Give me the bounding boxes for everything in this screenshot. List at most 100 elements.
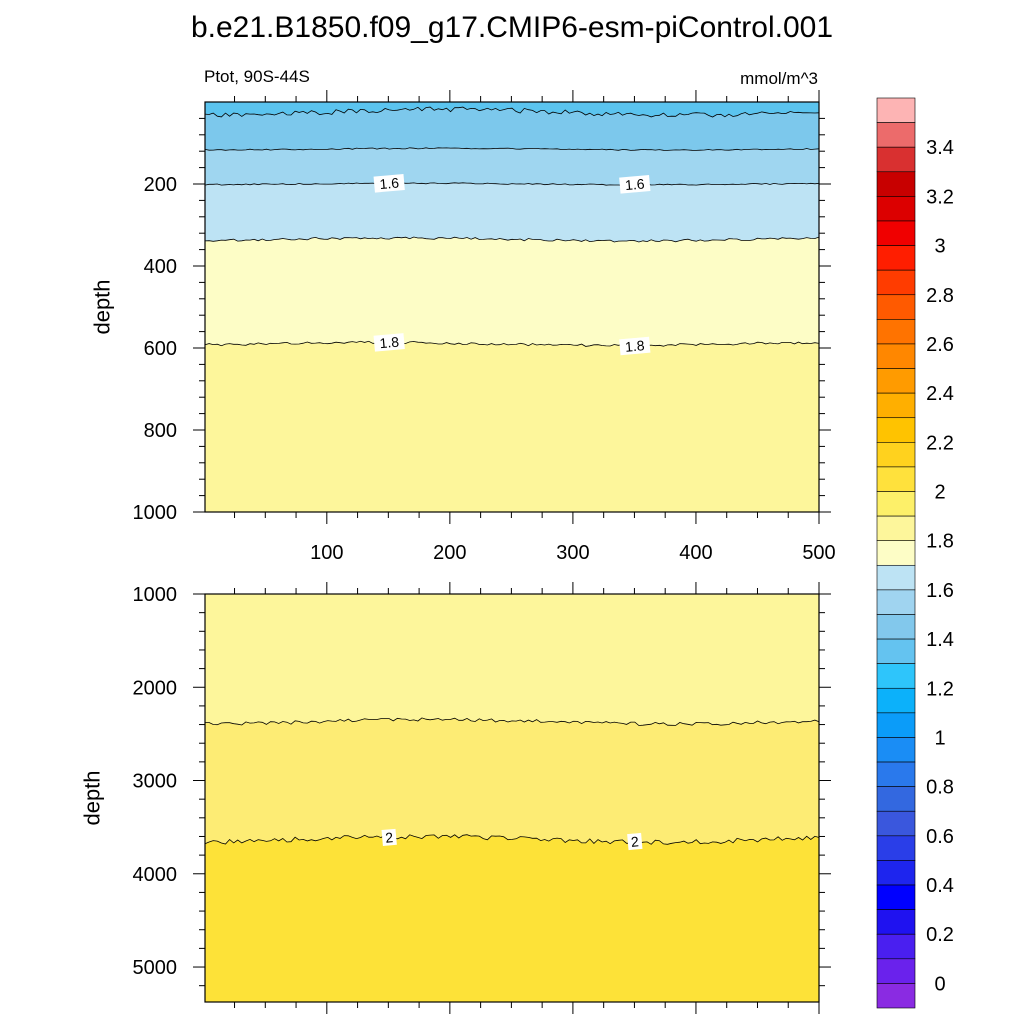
colorbar-swatch (876, 761, 916, 787)
colorbar-label: 2.8 (926, 285, 954, 307)
colorbar-swatch (876, 983, 916, 1009)
contour-label: 1.8 (619, 336, 651, 356)
colorbar-swatch (876, 122, 916, 148)
bottom-contour-lines (204, 717, 820, 845)
contour-label: 1.6 (373, 174, 405, 193)
colorbar-label: 0.2 (926, 924, 954, 946)
colorbar-label: 2 (934, 482, 945, 504)
colorbar-swatch (876, 146, 916, 173)
contour-line (205, 717, 820, 726)
fill-band (205, 102, 819, 117)
colorbar-swatch (876, 97, 916, 123)
bottom-y-axis-label: depth (80, 770, 105, 825)
colorbar-swatch (876, 933, 916, 960)
x-tick-label: 300 (556, 542, 589, 564)
fill-band (205, 594, 819, 726)
colorbar-swatch (876, 171, 916, 197)
colorbar-swatch (876, 687, 916, 714)
contour-label-bg (373, 333, 405, 352)
colorbar-label: 1.4 (926, 629, 954, 651)
contour-label: 2 (381, 828, 397, 846)
top-y-tick-labels: 200 400 600 800 1000 (133, 174, 178, 524)
contour-label-text: 1.8 (379, 334, 400, 352)
contour-line (204, 106, 820, 118)
colorbar-swatch (876, 860, 916, 886)
contour-line (204, 236, 820, 243)
units-subtitle: mmol/m^3 (740, 69, 818, 88)
y-tick-label: 400 (144, 256, 177, 278)
contour-label-text: 1.6 (379, 174, 400, 192)
contour-label: 1.8 (373, 333, 405, 352)
contour-line (204, 834, 820, 845)
colorbar-label: 3 (934, 236, 945, 258)
colorbar-swatch (876, 466, 916, 492)
colorbar-swatch (876, 786, 916, 812)
y-tick-label: 800 (144, 420, 177, 442)
colorbar-swatches (876, 97, 916, 1009)
x-tick-label: 100 (310, 542, 343, 564)
colorbar-swatch (876, 589, 916, 615)
colorbar-swatch (876, 884, 916, 910)
colorbar-swatch (876, 442, 916, 468)
colorbar-swatch (876, 835, 916, 861)
y-tick-label: 600 (144, 338, 177, 360)
colorbar-label: 0.4 (926, 875, 954, 897)
top-fill-bands (205, 102, 819, 512)
colorbar-label: 1.2 (926, 678, 954, 700)
contour-label-bg (619, 175, 651, 194)
bottom-fill-bands (205, 594, 819, 1002)
top-x-tick-labels: 100 200 300 400 500 (310, 542, 836, 564)
colorbar-swatch (876, 368, 916, 394)
contour-label-text: 2 (385, 829, 394, 846)
colorbar-swatch (876, 515, 916, 541)
fill-band (205, 107, 819, 151)
colorbar-swatch (876, 663, 916, 689)
bottom-y-tick-labels: 1000 2000 3000 4000 5000 (133, 584, 178, 979)
colorbar-swatch (876, 638, 916, 664)
colorbar-swatch (876, 294, 916, 320)
top-y-axis-label: depth (90, 279, 115, 334)
colorbar-label: 0.6 (926, 826, 954, 848)
top-panel: 1.6 1.6 1.8 1.8 200 400 600 800 1000 100 200 300 4… (90, 90, 836, 564)
fill-band (205, 717, 819, 845)
fill-band (205, 182, 819, 242)
contour-line (204, 182, 820, 186)
contour-label-bg (627, 832, 643, 851)
fill-band (205, 834, 819, 1002)
colorbar-label: 1.8 (926, 531, 954, 553)
colorbar-swatch (876, 196, 916, 222)
colorbar-label: 2.6 (926, 334, 954, 356)
colorbar-swatch (876, 712, 916, 738)
colorbar-swatch (876, 392, 916, 419)
contour-label-text: 1.8 (624, 337, 645, 355)
bottom-ticks (193, 582, 831, 1014)
colorbar-swatch (876, 269, 916, 296)
contour-line (204, 340, 820, 347)
fill-band (205, 147, 819, 186)
colorbar-swatch (876, 540, 916, 566)
colorbar-label: 1.6 (926, 580, 954, 602)
top-ticks (193, 90, 831, 524)
contour-label: 2 (627, 832, 643, 851)
colorbar-label: 0.8 (926, 777, 954, 799)
colorbar-labels: 3.4 3.2 3 2.8 2.6 2.4 2.2 2 1.8 1.6 1.4 1.2 1 0.8 0.6 0… (926, 137, 954, 995)
y-tick-label: 1000 (133, 584, 178, 606)
colorbar-swatch (876, 614, 916, 640)
colorbar: 3.4 3.2 3 2.8 2.6 2.4 2.2 2 1.8 1.6 1.4 1.2 1 0.8 0.6 0… (876, 97, 954, 1009)
colorbar-swatch (876, 909, 916, 935)
colorbar-swatch (876, 810, 916, 837)
x-tick-label: 200 (433, 542, 466, 564)
x-tick-label: 400 (679, 542, 712, 564)
contour-label: 1.6 (619, 175, 651, 194)
colorbar-swatch (876, 491, 916, 517)
y-tick-label: 200 (144, 174, 177, 196)
colorbar-swatch (876, 417, 916, 443)
colorbar-swatch (876, 343, 916, 369)
colorbar-swatch (876, 564, 916, 591)
colorbar-swatch (876, 319, 916, 345)
left-subtitle: Ptot, 90S-44S (204, 67, 310, 86)
contour-label-text: 1.6 (624, 175, 645, 193)
